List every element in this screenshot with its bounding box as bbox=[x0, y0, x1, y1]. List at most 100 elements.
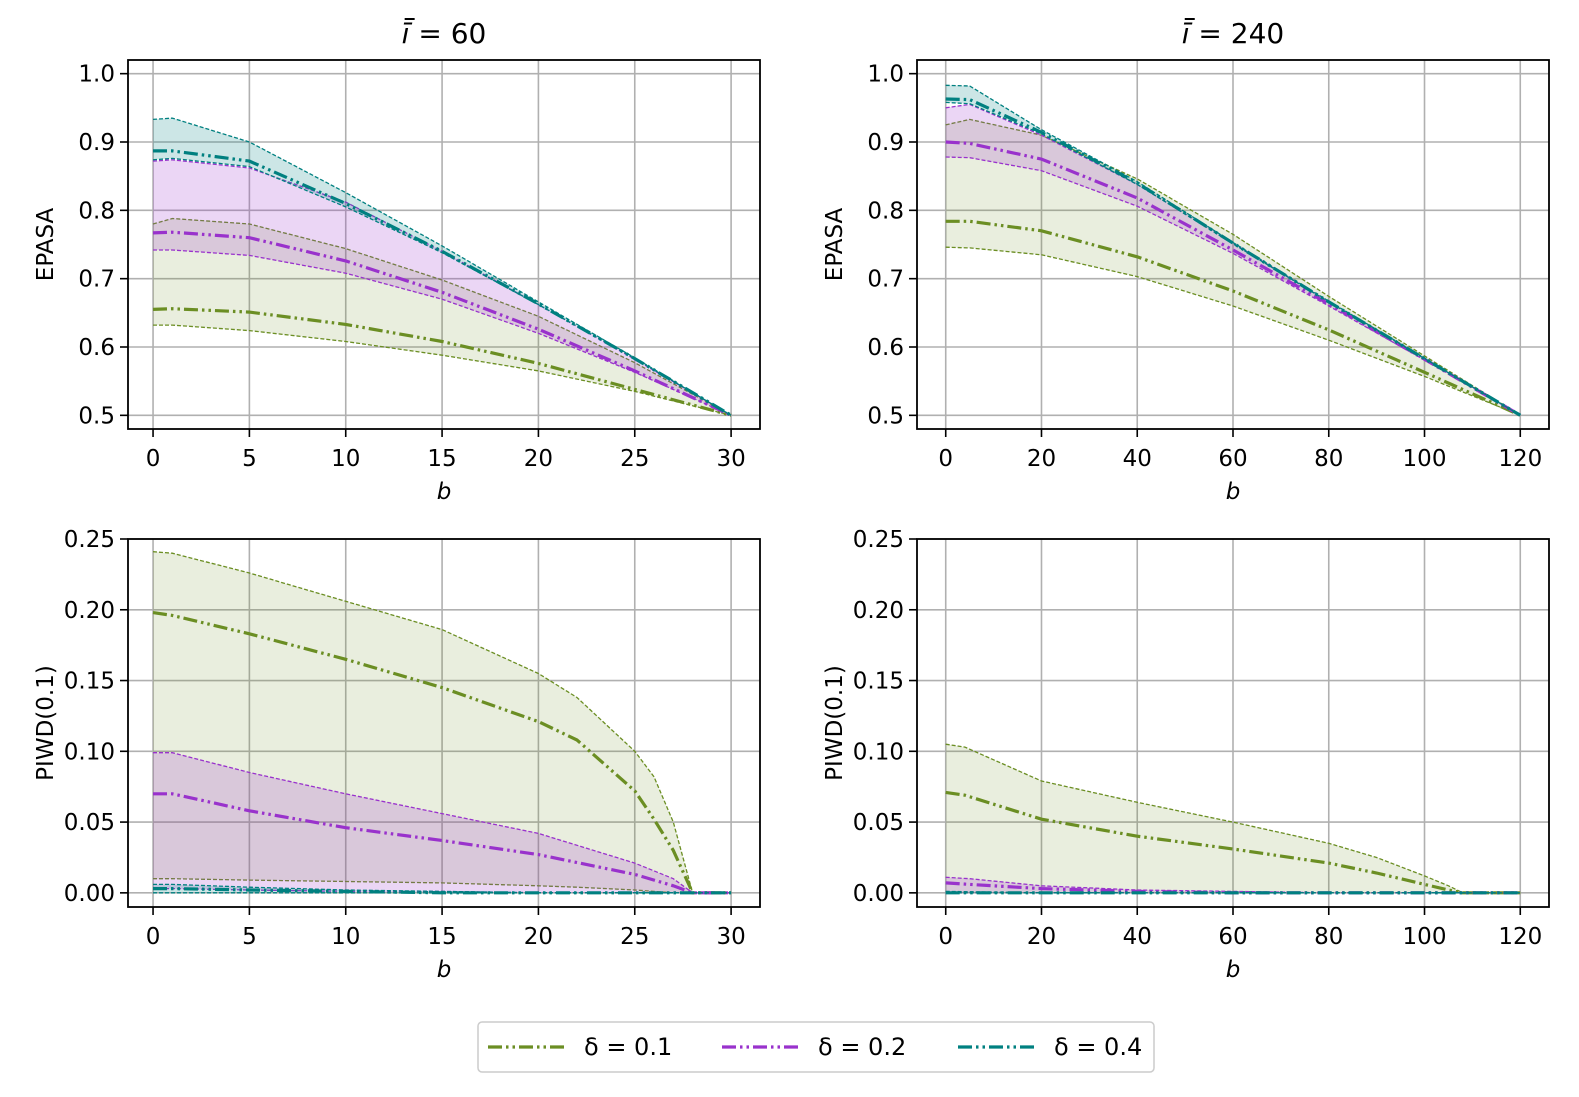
title-prefix: ī = bbox=[402, 17, 451, 50]
x-tick-label: 40 bbox=[1123, 924, 1152, 950]
x-tick-label: 10 bbox=[331, 446, 360, 472]
legend-label: δ = 0.1 bbox=[584, 1033, 672, 1061]
x-tick-label: 0 bbox=[146, 924, 161, 950]
y-axis-label: PIWD(0.1) bbox=[822, 665, 848, 781]
x-tick-label: 20 bbox=[524, 446, 553, 472]
legend-entry: δ = 0.4 bbox=[958, 1033, 1142, 1061]
y-tick-label: 0.20 bbox=[64, 598, 115, 624]
x-tick-label: 20 bbox=[524, 924, 553, 950]
upper-bound-line bbox=[152, 217, 732, 416]
mean-line bbox=[152, 230, 732, 417]
x-tick-label: 25 bbox=[620, 446, 649, 472]
x-tick-label: 100 bbox=[1403, 446, 1447, 472]
x-tick-label: 25 bbox=[620, 924, 649, 950]
x-tick-label: 40 bbox=[1123, 446, 1152, 472]
mean-line bbox=[945, 790, 1521, 895]
x-tick-label: 120 bbox=[1498, 446, 1542, 472]
y-tick-label: 0.00 bbox=[64, 881, 115, 907]
upper-bound-line bbox=[945, 743, 1521, 894]
legend-label: δ = 0.4 bbox=[1054, 1033, 1142, 1061]
x-axis-label: b bbox=[1226, 479, 1241, 505]
series-delta-0-4 bbox=[945, 890, 1521, 895]
x-tick-label: 30 bbox=[716, 446, 745, 472]
confidence-band bbox=[153, 551, 732, 893]
y-axis-label: EPASA bbox=[33, 208, 59, 282]
x-tick-label: 60 bbox=[1218, 924, 1247, 950]
x-tick-label: 15 bbox=[427, 924, 456, 950]
lower-bound-line bbox=[153, 249, 732, 416]
legend-entry: δ = 0.1 bbox=[488, 1033, 672, 1061]
x-axis-label: b bbox=[1226, 957, 1241, 983]
y-tick-label: 0.10 bbox=[853, 739, 904, 765]
axes-frame bbox=[127, 538, 761, 908]
y-tick-label: 0.8 bbox=[78, 198, 115, 224]
upper-bound-line bbox=[945, 876, 1521, 894]
title-value: 60 bbox=[451, 17, 487, 50]
mean-line bbox=[945, 219, 1521, 417]
x-tick-label: 80 bbox=[1314, 446, 1343, 472]
x-tick-label: 20 bbox=[1027, 924, 1056, 950]
ticks: 0 20 40 60 80 100 120 0.00 0.05 0.10 0.15 0.20 0.25 bbox=[853, 527, 1542, 950]
x-tick-label: 15 bbox=[427, 446, 456, 472]
confidence-band bbox=[153, 218, 732, 416]
y-tick-label: 0.05 bbox=[853, 810, 904, 836]
upper-bound-line bbox=[152, 117, 732, 416]
series-delta-0-4 bbox=[945, 84, 1522, 417]
legend-frame bbox=[477, 1021, 1155, 1073]
y-tick-label: 0.9 bbox=[867, 130, 904, 156]
ticks: 0 5 10 15 20 25 30 0.00 0.05 0.10 0.15 0.20 0.25 bbox=[64, 527, 746, 950]
confidence-band bbox=[945, 104, 1521, 416]
y-tick-label: 0.9 bbox=[78, 130, 115, 156]
mean-line bbox=[945, 97, 1522, 417]
x-tick-label: 60 bbox=[1218, 446, 1247, 472]
y-tick-label: 0.05 bbox=[64, 810, 115, 836]
y-tick-label: 1.0 bbox=[78, 62, 115, 88]
x-tick-label: 0 bbox=[938, 924, 953, 950]
x-tick-label: 20 bbox=[1027, 446, 1056, 472]
y-axis-label: PIWD(0.1) bbox=[33, 665, 59, 781]
axes-frame bbox=[127, 59, 761, 430]
y-tick-label: 0.15 bbox=[64, 669, 115, 695]
y-tick-label: 0.25 bbox=[853, 527, 904, 553]
y-tick-label: 0.20 bbox=[853, 598, 904, 624]
lower-bound-line bbox=[153, 324, 732, 416]
y-tick-label: 0.5 bbox=[867, 403, 904, 429]
x-tick-label: 120 bbox=[1498, 924, 1542, 950]
confidence-band bbox=[153, 118, 732, 416]
y-tick-label: 1.0 bbox=[867, 62, 904, 88]
lower-bound-line bbox=[152, 157, 732, 416]
grid bbox=[917, 60, 1549, 429]
grid bbox=[128, 60, 760, 429]
series-delta-0-1 bbox=[945, 118, 1521, 417]
ticks: 0 20 40 60 80 100 120 0.5 0.6 0.7 0.8 0.9 1.0 bbox=[867, 62, 1542, 472]
ticks: 0 5 10 15 20 25 30 0.5 0.6 0.7 0.8 0.9 1.0 bbox=[78, 62, 745, 472]
x-axis-label: b bbox=[437, 957, 452, 983]
plot-area bbox=[945, 84, 1522, 417]
confidence-band bbox=[945, 119, 1521, 416]
y-tick-label: 0.6 bbox=[867, 335, 904, 361]
series-delta-0-1 bbox=[152, 217, 732, 417]
y-tick-label: 0.10 bbox=[64, 739, 115, 765]
x-tick-label: 0 bbox=[938, 446, 953, 472]
mean-line bbox=[152, 611, 732, 895]
y-tick-label: 0.00 bbox=[853, 881, 904, 907]
upper-bound-line bbox=[153, 752, 732, 894]
y-tick-label: 0.7 bbox=[867, 267, 904, 293]
upper-bound-line bbox=[945, 118, 1521, 416]
mean-line bbox=[153, 149, 732, 417]
plot-area bbox=[152, 551, 732, 895]
x-tick-label: 30 bbox=[716, 924, 745, 950]
x-tick-label: 5 bbox=[242, 446, 257, 472]
x-axis-label: b bbox=[437, 479, 452, 505]
panel-2: 0 20 40 60 80 100 120 0.5 0.6 0.7 0.8 0.9 1.0 b EPASA ī… bbox=[822, 17, 1550, 505]
panel-title: ī = 60 bbox=[402, 17, 487, 50]
x-tick-label: 5 bbox=[242, 924, 257, 950]
x-tick-label: 100 bbox=[1403, 924, 1447, 950]
title-value: 240 bbox=[1231, 17, 1284, 50]
panel-1: 0 5 10 15 20 25 30 0.5 0.6 0.7 0.8 0.9 1.0 b EPASA ī = … bbox=[33, 17, 761, 505]
y-tick-label: 0.8 bbox=[867, 198, 904, 224]
mean-line bbox=[153, 792, 732, 895]
y-tick-label: 0.25 bbox=[64, 527, 115, 553]
upper-bound-line bbox=[152, 551, 732, 894]
